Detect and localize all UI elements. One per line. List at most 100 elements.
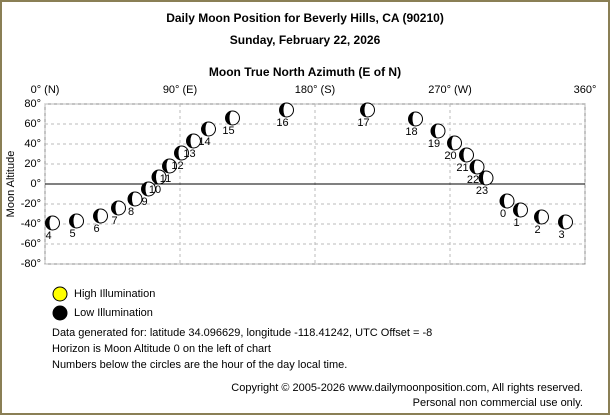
- x-axis-title: Moon True North Azimuth (E of N): [209, 65, 401, 79]
- moon-point: [499, 193, 515, 209]
- y-tick-label: 0°: [30, 178, 41, 190]
- moon-shadow: [279, 103, 287, 117]
- x-tick-label: 90° (E): [163, 84, 197, 96]
- moon-point: [201, 121, 216, 137]
- moon-shadow: [45, 216, 53, 230]
- moon-point: [478, 170, 494, 186]
- hour-label: 0: [500, 208, 506, 220]
- x-tick-label: 270° (W): [428, 84, 472, 96]
- hour-label: 3: [558, 229, 564, 241]
- moon-point: [151, 169, 167, 185]
- chart-subtitle: Sunday, February 22, 2026: [230, 33, 381, 47]
- moon-shadow: [201, 122, 209, 136]
- moon-shadow: [128, 192, 135, 206]
- y-tick-label: -20°: [21, 198, 41, 210]
- copyright: Personal non commercial use only.: [413, 397, 583, 409]
- moon-shadow: [500, 194, 507, 208]
- y-tick-label: 60°: [24, 118, 41, 130]
- x-tick-label: 360°: [574, 84, 597, 96]
- hour-label: 15: [222, 125, 234, 137]
- moon-shadow: [470, 160, 477, 174]
- moon-point: [408, 111, 423, 127]
- moon-point: [459, 147, 474, 163]
- moon-shadow: [479, 171, 486, 185]
- moon-shadow: [459, 148, 467, 162]
- hour-label: 5: [69, 228, 75, 240]
- hour-label: 7: [111, 215, 117, 227]
- copyright: Copyright © 2005-2026 www.dailymoonposit…: [231, 382, 583, 394]
- moon-shadow: [225, 111, 233, 125]
- moon-point: [162, 158, 177, 174]
- hour-label: 21: [456, 162, 468, 174]
- hour-label: 2: [534, 224, 540, 236]
- note: Horizon is Moon Altitude 0 on the left o…: [52, 343, 271, 355]
- moon-shadow: [174, 146, 182, 160]
- moon-shadow: [111, 201, 119, 215]
- moon-shadow: [186, 134, 194, 148]
- y-axis-title: Moon Altitude: [5, 151, 17, 218]
- moon-point: [430, 123, 446, 139]
- y-tick-label: 80°: [24, 98, 41, 110]
- legend-swatch: [52, 305, 68, 321]
- y-tick-label: 40°: [24, 138, 41, 150]
- hour-label: 14: [198, 136, 210, 148]
- moon-point: [69, 213, 84, 229]
- y-tick-label: -40°: [21, 218, 41, 230]
- y-tick-label: -80°: [21, 258, 41, 270]
- moon-shadow: [69, 214, 77, 228]
- moon-point: [45, 215, 60, 231]
- moon-point: [186, 133, 201, 149]
- moon-shadow: [513, 203, 521, 218]
- moon-point: [469, 159, 485, 175]
- moon-shadow: [93, 209, 101, 223]
- moon-point: [534, 209, 549, 225]
- hour-label: 10: [149, 184, 161, 196]
- moon-point: [225, 110, 240, 126]
- moon-shadow: [534, 210, 542, 224]
- moon-point: [111, 200, 126, 216]
- hour-label: 12: [171, 160, 183, 172]
- moon-point: [360, 102, 375, 118]
- x-tick-label: 180° (S): [295, 84, 335, 96]
- hour-label: 4: [45, 230, 51, 242]
- hour-label: 22: [467, 174, 479, 186]
- moon-point: [513, 202, 528, 218]
- hour-label: 8: [128, 206, 134, 218]
- moon-point: [558, 214, 573, 230]
- hour-label: 16: [276, 117, 288, 129]
- y-tick-label: -60°: [21, 238, 41, 250]
- moon-shadow: [558, 215, 566, 229]
- hour-label: 1: [513, 217, 519, 229]
- moon-point: [447, 135, 462, 151]
- hour-label: 23: [476, 185, 488, 197]
- moon-shadow: [152, 170, 159, 184]
- hour-label: 6: [93, 223, 99, 235]
- legend-swatch: [52, 286, 68, 302]
- moon-point: [141, 181, 156, 197]
- moon-point: [127, 191, 143, 207]
- moon-shadow: [431, 124, 438, 138]
- legend-label: High Illumination: [74, 288, 155, 300]
- moon-point: [279, 102, 294, 118]
- moon-point: [93, 208, 108, 224]
- hour-label: 9: [141, 196, 147, 208]
- hour-label: 11: [160, 173, 171, 185]
- moon-shadow: [162, 159, 170, 173]
- note: Data generated for: latitude 34.096629, …: [52, 327, 432, 339]
- moon-point: [174, 145, 189, 161]
- moon-shadow: [408, 112, 416, 126]
- hour-label: 17: [357, 117, 369, 129]
- hour-label: 18: [405, 126, 417, 138]
- legend-label: Low Illumination: [74, 307, 153, 319]
- y-tick-label: 20°: [24, 158, 41, 170]
- x-tick-label: 0° (N): [31, 84, 60, 96]
- note: Numbers below the circles are the hour o…: [52, 359, 347, 371]
- moon-shadow: [360, 103, 368, 117]
- moon-shadow: [141, 182, 149, 196]
- moon-shadow: [447, 136, 455, 150]
- hour-label: 13: [183, 148, 195, 160]
- chart-title: Daily Moon Position for Beverly Hills, C…: [166, 11, 444, 25]
- hour-label: 20: [444, 150, 456, 162]
